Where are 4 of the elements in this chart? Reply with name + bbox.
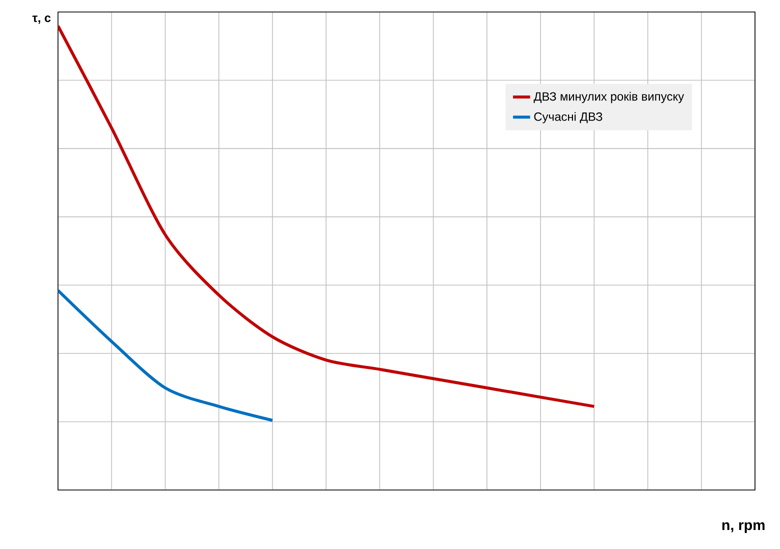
legend-label: ДВЗ минулих років випуску bbox=[534, 92, 684, 104]
y-axis-title: τ, с bbox=[32, 16, 51, 24]
x-axis-title: n, rpm bbox=[722, 522, 764, 533]
legend-label: Сучасні ДВЗ bbox=[534, 112, 602, 124]
